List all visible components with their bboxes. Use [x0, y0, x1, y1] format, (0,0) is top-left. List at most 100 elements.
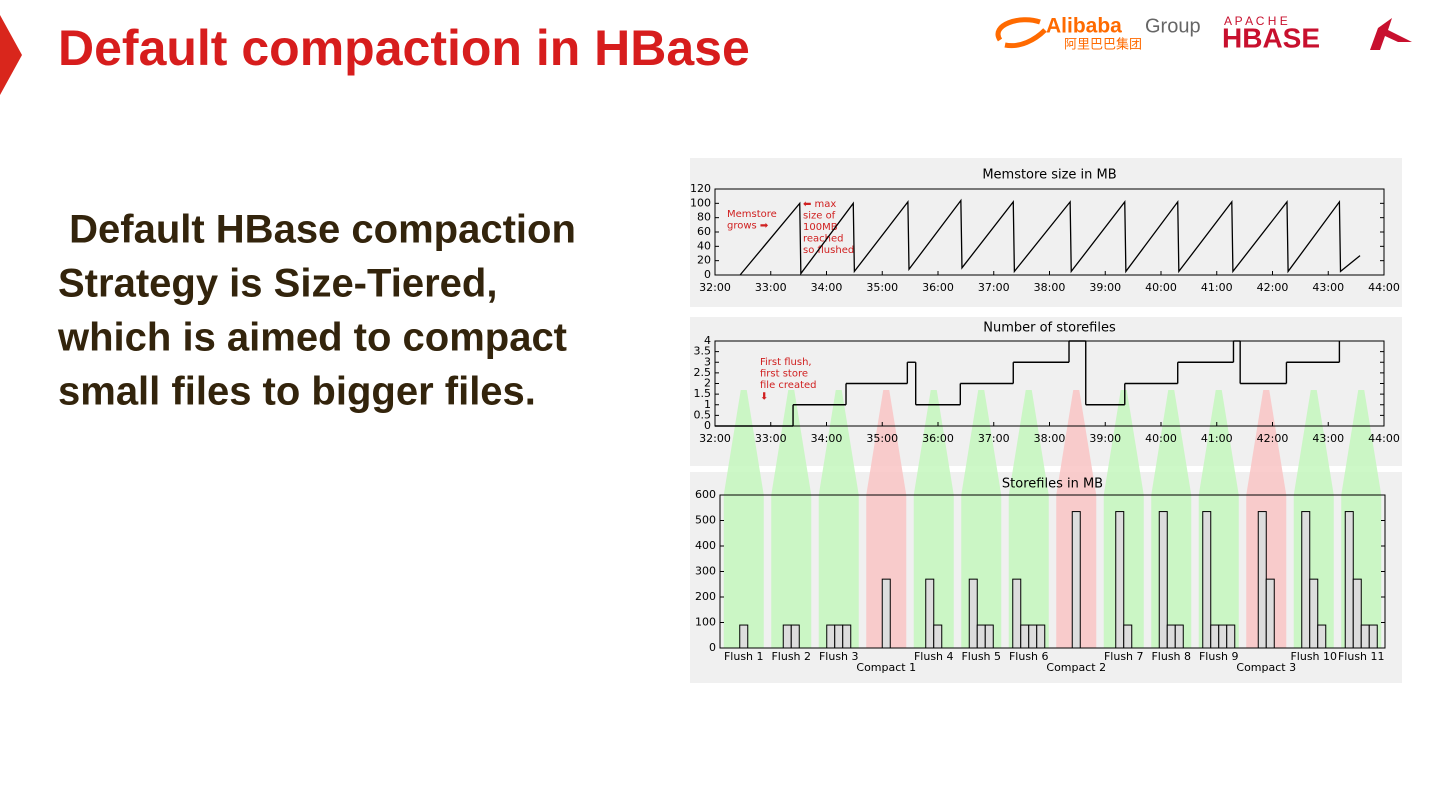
x-tick-label: 39:00 [1089, 432, 1121, 445]
x-tick-label: 32:00 [699, 432, 731, 445]
x-tick-label: 33:00 [755, 432, 787, 445]
bar [1265, 578, 1275, 649]
y-tick-label: 600 [695, 488, 716, 501]
alibaba-text: Alibaba [1046, 15, 1122, 38]
bar [1028, 624, 1038, 649]
y-tick-label: 0 [704, 419, 711, 432]
group-text: Group [1145, 15, 1201, 37]
x-tick-label: 44:00 [1368, 432, 1400, 445]
bar [1036, 624, 1046, 649]
flow-band [866, 390, 907, 648]
y-tick-label: 300 [695, 565, 716, 578]
x-tick-label: 36:00 [922, 432, 954, 445]
category-label: Flush 7 [1104, 650, 1144, 663]
slide-marker [0, 15, 22, 95]
y-tick-label: 20 [697, 254, 711, 267]
body-text: which is aimed to compact [57, 316, 567, 360]
series-line [739, 198, 1361, 276]
hbase-text: HBASE [1222, 22, 1320, 53]
chart-title: Storefiles in MB [1002, 477, 1103, 492]
category-label: Flush 8 [1151, 650, 1191, 663]
x-tick-label: 37:00 [978, 281, 1010, 294]
x-tick-label: 35:00 [866, 281, 898, 294]
bar [976, 624, 986, 649]
annotation: grows ➡ [727, 221, 769, 232]
flow-band [771, 390, 812, 648]
bar [826, 624, 836, 649]
category-label: Flush 1 [724, 650, 764, 663]
bar [984, 624, 994, 649]
category-label: Flush 10 [1290, 650, 1337, 663]
bar [881, 578, 891, 649]
x-tick-label: 38:00 [1034, 432, 1066, 445]
annotation: 100MB [803, 222, 838, 233]
y-tick-label: 100 [690, 196, 711, 209]
body-text: Strategy is Size-Tiered, [58, 262, 497, 306]
bar [782, 624, 792, 649]
slide-title: Default compaction in HBase [58, 20, 750, 76]
category-label: Flush 3 [819, 650, 859, 663]
x-tick-label: 35:00 [866, 432, 898, 445]
x-tick-label: 34:00 [811, 281, 843, 294]
x-tick-label: 41:00 [1201, 281, 1233, 294]
category-label: Flush 6 [1009, 650, 1049, 663]
bar [968, 578, 978, 649]
flow-band [913, 390, 954, 648]
bar [1360, 624, 1370, 649]
annotation: reached [803, 234, 844, 245]
panel-gap [690, 307, 1402, 317]
annotation: ⬅ max [803, 199, 836, 210]
y-tick-label: 60 [697, 225, 711, 238]
orca-icon [1370, 18, 1412, 50]
x-tick-label: 42:00 [1257, 432, 1289, 445]
annotation: First flush, [760, 357, 812, 368]
bar [1012, 578, 1022, 649]
bar [933, 624, 943, 649]
y-tick-label: 200 [695, 590, 716, 603]
annotation: size of [803, 211, 836, 222]
chart-title: Memstore size in MB [982, 168, 1116, 183]
body-text: small files to bigger files. [58, 370, 536, 414]
panel-gap [690, 466, 1402, 472]
y-tick-label: 3.5 [694, 345, 712, 358]
annotation: Memstore [727, 209, 777, 220]
body-text: Default HBase compaction [58, 208, 576, 252]
annotation: file created [760, 380, 817, 391]
bar [1115, 511, 1125, 649]
bar [925, 578, 935, 649]
category-label: Flush 2 [771, 650, 811, 663]
y-tick-label: 1.5 [694, 387, 712, 400]
x-tick-label: 36:00 [922, 281, 954, 294]
y-tick-label: 100 [695, 616, 716, 629]
y-tick-label: 3 [704, 355, 711, 368]
category-label: Compact 2 [1046, 661, 1106, 674]
annotation: first store [760, 369, 808, 380]
flow-band [818, 390, 859, 648]
bar [790, 624, 800, 649]
category-label: Flush 5 [961, 650, 1001, 663]
bar [1309, 578, 1319, 649]
bar [1301, 511, 1311, 649]
bar [739, 624, 749, 649]
bar [1166, 624, 1176, 649]
bar [1368, 624, 1378, 649]
bar [1123, 624, 1133, 649]
bar [1218, 624, 1228, 649]
flow-band [723, 390, 764, 648]
hbase-logo: A P A C H E HBASE [1222, 14, 1412, 53]
x-tick-label: 43:00 [1312, 432, 1344, 445]
alibaba-logo: Alibaba Group 阿里巴巴集团 [995, 15, 1201, 53]
x-tick-label: 41:00 [1201, 432, 1233, 445]
apache-text: A P A C H E [1224, 14, 1288, 28]
annotation: so flushed [803, 245, 854, 256]
alibaba-mark [995, 17, 1047, 49]
y-tick-label: 2 [704, 377, 711, 390]
x-tick-label: 33:00 [755, 281, 787, 294]
y-tick-label: 0 [704, 268, 711, 281]
bar [1344, 511, 1354, 649]
bar [1210, 624, 1220, 649]
y-tick-label: 0 [709, 641, 716, 654]
alibaba-cn: 阿里巴巴集团 [1064, 37, 1142, 53]
y-tick-label: 0.5 [694, 408, 712, 421]
bar [1202, 511, 1212, 649]
